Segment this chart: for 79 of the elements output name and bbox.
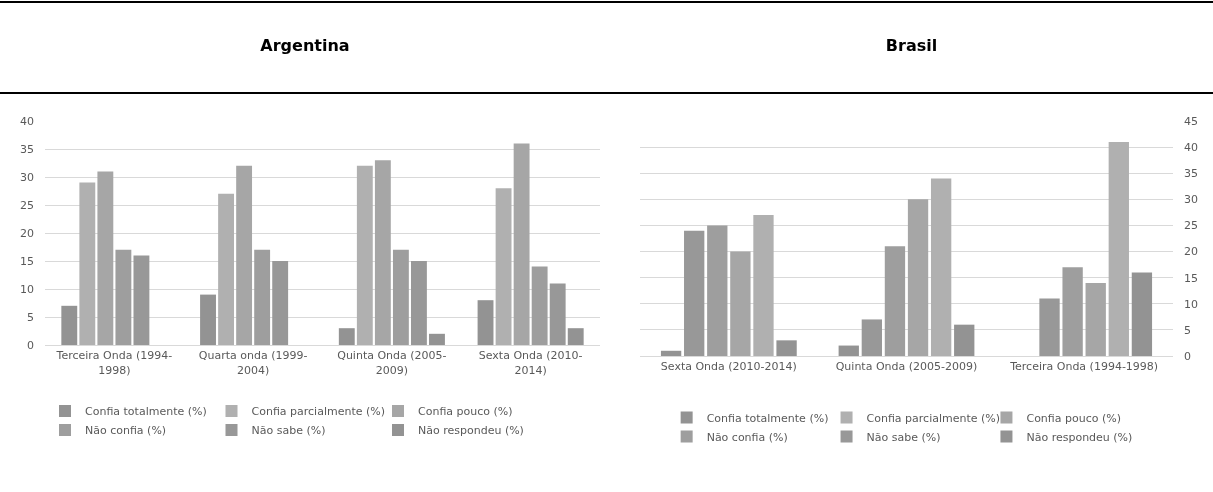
y-tick-label: 10	[1184, 297, 1198, 311]
bar	[776, 340, 797, 356]
bar	[954, 324, 975, 356]
bar	[684, 230, 705, 356]
bar	[1108, 141, 1129, 356]
y-tick-label: 45	[1184, 114, 1198, 128]
bar	[429, 333, 445, 345]
bar	[79, 182, 96, 345]
y-tick-label: 5	[1184, 323, 1191, 337]
y-tick-label: 40	[1184, 140, 1198, 154]
bar	[531, 266, 548, 345]
y-tick-label: 30	[1184, 193, 1198, 207]
bar	[753, 215, 774, 356]
bar	[513, 143, 530, 345]
bar	[374, 160, 391, 345]
legend-label: Confia pouco (%)	[418, 405, 513, 419]
legend-label: Confia totalmente (%)	[85, 405, 207, 419]
legend-label: Confia pouco (%)	[1026, 411, 1121, 425]
chart-title: Brasil	[884, 36, 939, 55]
bar	[97, 171, 114, 345]
bar	[707, 225, 728, 356]
y-tick-label: 35	[20, 142, 34, 156]
bar	[1085, 282, 1106, 356]
bar	[907, 199, 929, 356]
x-tick-label: Quinta Onda (2005-2009)	[835, 360, 978, 374]
legend-label: Confia parcialmente (%)	[866, 411, 1001, 425]
bar	[410, 261, 427, 345]
bar	[861, 319, 883, 356]
bar	[1039, 298, 1060, 356]
y-tick-label: 25	[1184, 219, 1198, 233]
bar	[200, 294, 216, 345]
bar	[236, 165, 253, 345]
x-tick-label: Terceira Onda (1994-1998)	[55, 349, 173, 377]
bar	[1131, 272, 1153, 356]
x-tick-label: Terceira Onda (1994-1998)	[1009, 360, 1159, 374]
y-tick-label: 10	[20, 282, 34, 296]
x-tick-label: Quarta onda (1999-2004)	[198, 349, 308, 377]
y-tick-label: 5	[27, 310, 34, 324]
bar	[272, 261, 289, 345]
legend-label: Não confia (%)	[85, 424, 167, 438]
bar	[1062, 267, 1083, 356]
legend-label: Não respondeu (%)	[1026, 430, 1133, 444]
x-tick-label: Sexta Onda (2010-2014)	[478, 349, 583, 377]
y-tick-label: 35	[1184, 167, 1198, 181]
bar	[838, 345, 859, 356]
bar	[254, 249, 271, 345]
bar	[730, 251, 751, 356]
x-tick-label: Quinta Onda (2005-2009)	[337, 349, 447, 377]
bar	[884, 246, 906, 356]
y-tick-label: 40	[20, 114, 34, 128]
bar	[115, 249, 132, 345]
x-tick-label: Sexta Onda (2010-2014)	[660, 360, 797, 374]
bar	[660, 350, 682, 356]
bar	[338, 328, 355, 345]
y-tick-label: 0	[27, 338, 34, 352]
legend-label: Não sabe (%)	[866, 430, 941, 444]
legend-label: Confia totalmente (%)	[706, 411, 829, 425]
y-tick-label: 15	[20, 254, 34, 268]
legend-label: Não respondeu (%)	[418, 424, 524, 438]
legend-label: Não sabe (%)	[251, 424, 326, 438]
bar	[549, 283, 566, 345]
bar	[567, 328, 584, 345]
y-tick-label: 0	[1184, 349, 1191, 363]
bar	[477, 300, 494, 345]
bar	[218, 193, 235, 345]
y-tick-label: 20	[20, 226, 34, 240]
bar	[133, 255, 150, 345]
bar	[61, 305, 78, 345]
legend-label: Não confia (%)	[706, 430, 788, 444]
bar	[356, 165, 373, 345]
y-tick-label: 30	[20, 170, 34, 184]
y-tick-label: 20	[1184, 245, 1198, 259]
legend-label: Confia parcialmente (%)	[251, 405, 386, 419]
y-tick-label: 15	[1184, 271, 1198, 285]
bar	[495, 188, 512, 345]
y-tick-label: 25	[20, 198, 34, 212]
bar	[930, 178, 952, 356]
bar	[392, 249, 409, 345]
chart-title: Argentina	[259, 36, 351, 55]
